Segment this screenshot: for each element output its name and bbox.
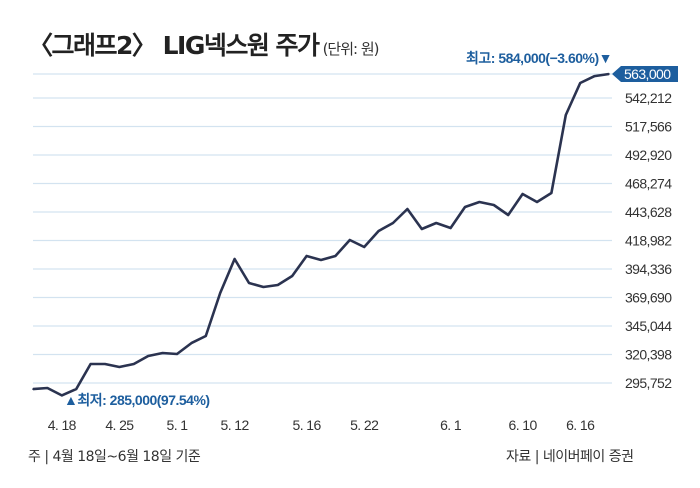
data-point xyxy=(205,335,207,337)
data-point xyxy=(377,230,380,232)
x-tick-label: 6. 10 xyxy=(509,417,538,433)
y-tick-label: 394,336 xyxy=(625,261,672,277)
x-tick-label: 5. 22 xyxy=(350,417,379,433)
data-point xyxy=(133,363,135,365)
footnote-period: 주 | 4월 18일~6월 18일 기준 xyxy=(28,449,201,465)
data-point xyxy=(435,222,438,224)
data-point xyxy=(464,206,466,208)
data-point xyxy=(104,363,106,365)
data-point xyxy=(392,222,394,224)
data-point xyxy=(593,75,596,77)
data-point xyxy=(536,201,538,203)
y-tick-label: 345,044 xyxy=(625,318,672,334)
data-point xyxy=(89,363,92,365)
y-tick-label: 295,752 xyxy=(625,375,672,391)
data-point xyxy=(161,352,164,354)
price-line xyxy=(32,72,610,397)
y-tick-label: 369,690 xyxy=(625,290,672,306)
data-point xyxy=(219,292,221,294)
data-point xyxy=(608,73,610,75)
footnote-source: 자료 | 네이버페이 증권 xyxy=(506,449,634,465)
data-point xyxy=(277,284,279,286)
data-point xyxy=(291,275,294,277)
y-tick-label: 517,566 xyxy=(625,119,672,135)
data-point xyxy=(176,353,178,355)
data-point xyxy=(579,82,581,84)
current-price-label: 563,000 xyxy=(624,66,671,82)
data-point xyxy=(334,255,337,257)
data-point xyxy=(305,255,308,257)
data-point xyxy=(449,227,452,229)
x-tick-label: 5. 1 xyxy=(167,417,189,433)
data-point xyxy=(233,258,236,260)
data-point xyxy=(478,201,481,203)
y-tick-label: 418,982 xyxy=(625,233,672,249)
data-point xyxy=(46,387,49,389)
data-point xyxy=(75,388,77,390)
data-point xyxy=(320,259,322,261)
data-point xyxy=(190,342,193,344)
x-tick-label: 6. 16 xyxy=(566,417,595,433)
title-text: 〈그래프2〉 LIG넥스원 주가 xyxy=(28,31,320,60)
data-point xyxy=(118,366,121,368)
data-point xyxy=(406,208,409,210)
y-tick-label: 443,628 xyxy=(625,204,672,220)
data-point xyxy=(363,246,366,248)
data-point xyxy=(349,239,351,241)
data-point xyxy=(61,394,63,397)
data-point xyxy=(507,214,510,216)
data-point xyxy=(550,192,553,194)
data-point xyxy=(32,388,34,390)
x-tick-label: 4. 25 xyxy=(105,417,134,433)
data-point xyxy=(147,355,149,357)
data-point xyxy=(493,204,495,206)
data-point xyxy=(248,282,250,284)
x-tick-label: 6. 1 xyxy=(440,417,462,433)
chart-title: 〈그래프2〉 LIG넥스원 주가 (단위: 원) xyxy=(28,26,379,62)
unit-label: (단위: 원) xyxy=(322,40,380,58)
data-point xyxy=(565,114,567,116)
high-annotation: 최고: 584,000(−3.60%)▼ xyxy=(466,50,612,66)
low-annotation: ▲최저: 285,000(97.54%) xyxy=(64,392,210,408)
data-point xyxy=(521,193,524,195)
data-point xyxy=(262,286,265,288)
x-tick-label: 4. 18 xyxy=(48,417,77,433)
y-tick-label: 320,398 xyxy=(625,347,672,363)
data-point xyxy=(421,228,423,230)
x-tick-label: 5. 16 xyxy=(293,417,322,433)
y-tick-label: 468,274 xyxy=(625,176,672,192)
y-tick-label: 542,212 xyxy=(625,90,672,106)
current-price-badge xyxy=(612,65,678,82)
x-tick-label: 5. 12 xyxy=(221,417,250,433)
y-tick-label: 492,920 xyxy=(625,147,672,163)
